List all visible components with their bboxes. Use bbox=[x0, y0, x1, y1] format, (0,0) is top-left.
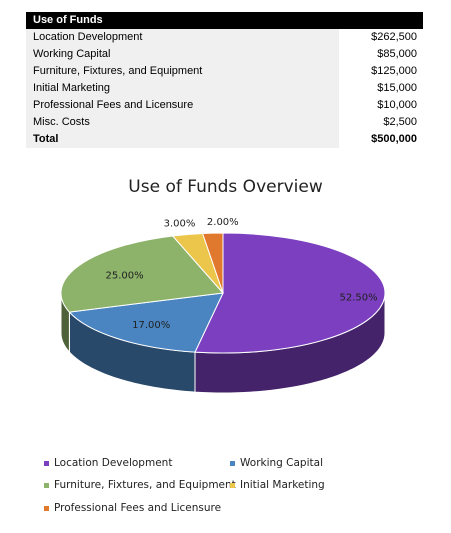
table-total-row: Total $500,000 bbox=[26, 131, 423, 148]
row-label: Location Development bbox=[33, 31, 143, 43]
table-row: Furniture, Fixtures, and Equipment $125,… bbox=[26, 63, 423, 80]
legend-label: Initial Marketing bbox=[240, 479, 325, 491]
legend-entry: Furniture, Fixtures, and Equipment bbox=[44, 479, 236, 491]
row-value: $85,000 bbox=[377, 48, 417, 60]
pie-slice-1 bbox=[194, 232, 386, 354]
data-label-3: 25.00% bbox=[106, 271, 144, 282]
chart-title: Use of Funds Overview bbox=[128, 177, 323, 197]
row-value: $125,000 bbox=[371, 65, 417, 77]
legend-swatch bbox=[44, 482, 49, 488]
legend-label: Working Capital bbox=[240, 457, 323, 469]
legend-entry: Professional Fees and Licensure bbox=[44, 502, 221, 514]
legend-swatch bbox=[230, 482, 235, 488]
table-header: Use of Funds bbox=[26, 12, 423, 29]
row-label: Working Capital bbox=[33, 48, 111, 60]
table-row: Location Development $262,500 bbox=[26, 29, 423, 46]
total-value: $500,000 bbox=[371, 133, 417, 145]
table-row: Misc. Costs $2,500 bbox=[26, 114, 423, 131]
row-value: $15,000 bbox=[377, 82, 417, 94]
legend-label: Furniture, Fixtures, and Equipment bbox=[54, 479, 236, 491]
row-label: Initial Marketing bbox=[33, 82, 111, 94]
legend-entry: Location Development bbox=[44, 457, 172, 469]
total-label: Total bbox=[33, 133, 59, 145]
legend-swatch bbox=[44, 505, 49, 511]
pie-slice-3 bbox=[60, 235, 225, 313]
legend-swatch bbox=[230, 460, 235, 466]
row-value: $262,500 bbox=[371, 31, 417, 43]
table-row: Working Capital $85,000 bbox=[26, 46, 423, 63]
pie-chart: Use of Funds Overview 52.50% 17.00% 25.00%… bbox=[0, 165, 451, 533]
data-label-2: 17.00% bbox=[132, 320, 170, 331]
legend-swatch bbox=[44, 460, 49, 466]
table-row: Professional Fees and Licensure $10,000 bbox=[26, 97, 423, 114]
legend-entry: Initial Marketing bbox=[230, 479, 325, 491]
pie-slice-5 bbox=[201, 232, 224, 294]
use-of-funds-table: Use of Funds Location Development $262,5… bbox=[26, 12, 423, 148]
legend-label: Professional Fees and Licensure bbox=[54, 502, 222, 514]
row-value: $2,500 bbox=[383, 116, 417, 128]
legend-entry: Working Capital bbox=[230, 457, 323, 469]
data-label-4: 3.00% bbox=[164, 219, 196, 230]
pie-chart-plot: 52.50% 17.00% 25.00% 3.00% 2.00% bbox=[60, 217, 386, 394]
table-row: Initial Marketing $15,000 bbox=[26, 80, 423, 97]
row-label: Furniture, Fixtures, and Equipment bbox=[33, 65, 203, 77]
row-value: $10,000 bbox=[377, 99, 417, 111]
data-label-5: 2.00% bbox=[207, 217, 239, 228]
row-label: Professional Fees and Licensure bbox=[33, 99, 194, 111]
legend-label: Location Development bbox=[54, 457, 173, 469]
data-label-1: 52.50% bbox=[340, 293, 378, 304]
row-label: Misc. Costs bbox=[33, 116, 90, 128]
